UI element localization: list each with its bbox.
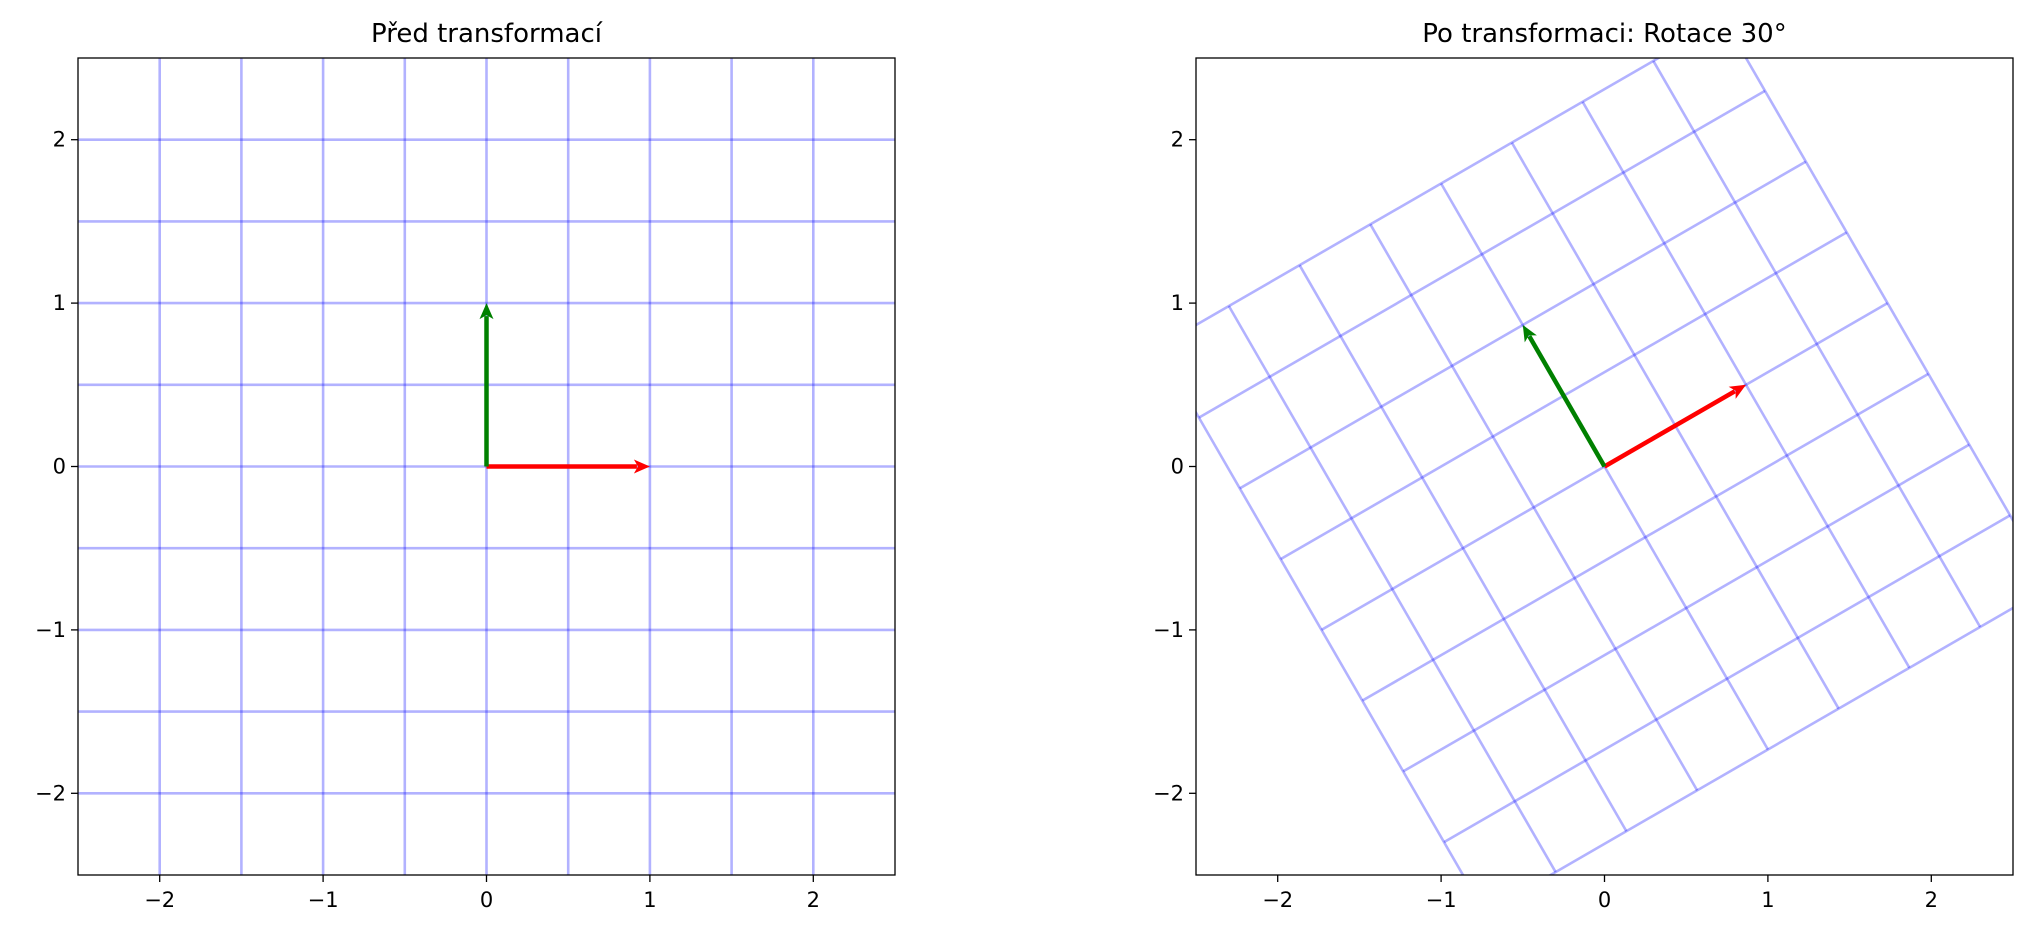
grid-line [1547, 606, 2013, 875]
grid-group [1196, 58, 2013, 875]
grid-line [1298, 264, 1628, 832]
y-tick-label: 1 [1171, 291, 1184, 315]
chart-title: Po transformaci: Rotace 30° [1422, 19, 1786, 49]
grid-line [1652, 60, 1982, 628]
y-tick-label: 2 [1171, 128, 1184, 152]
grid-line [1402, 443, 1970, 773]
grid-line [1361, 372, 1930, 702]
x-tick-label: −2 [144, 888, 175, 912]
y-tick-label: −2 [35, 781, 66, 805]
grid-line [1443, 514, 2011, 844]
x-tick-label: 0 [480, 888, 493, 912]
plot-panel: −2 −1 0 1 2 −2 −1 0 1 2 Před transformací [35, 19, 896, 912]
y-tick-label: 2 [53, 128, 66, 152]
x-tick-label: −1 [1426, 888, 1457, 912]
vector-shaft [1603, 389, 1736, 469]
y-tick-label: 0 [1171, 455, 1184, 479]
vector-head [1522, 324, 1537, 343]
vector-head [1728, 384, 1747, 399]
grid-line [1196, 58, 1662, 327]
x-tick-label: 1 [1761, 888, 1774, 912]
x-tick-label: 2 [807, 888, 820, 912]
y-tick-label: −1 [1153, 618, 1184, 642]
vector-head [479, 303, 494, 320]
vector-shaft [1527, 335, 1607, 468]
y-tick-label: −2 [1153, 781, 1184, 805]
chart-title: Před transformací [371, 19, 603, 49]
grid-line [1744, 58, 2013, 524]
x-tick-label: −2 [1262, 888, 1293, 912]
grid-line [1227, 305, 1557, 873]
grid-line [1369, 223, 1699, 792]
y-tick-label: −1 [35, 618, 66, 642]
y-tick-label: 0 [53, 455, 66, 479]
x-tick-label: 1 [643, 888, 656, 912]
x-tick-label: 0 [1598, 888, 1611, 912]
plot-panel: −2 −1 0 1 2 −2 −1 0 1 2 Po transformaci: Rotace 30… [1153, 19, 2014, 912]
vector-head [633, 459, 650, 474]
x-tick-label: −1 [308, 888, 339, 912]
grid-line [1198, 89, 1766, 419]
x-tick-label: 2 [1925, 888, 1938, 912]
y-tick-label: 1 [53, 291, 66, 315]
grid-line [1196, 409, 1465, 875]
